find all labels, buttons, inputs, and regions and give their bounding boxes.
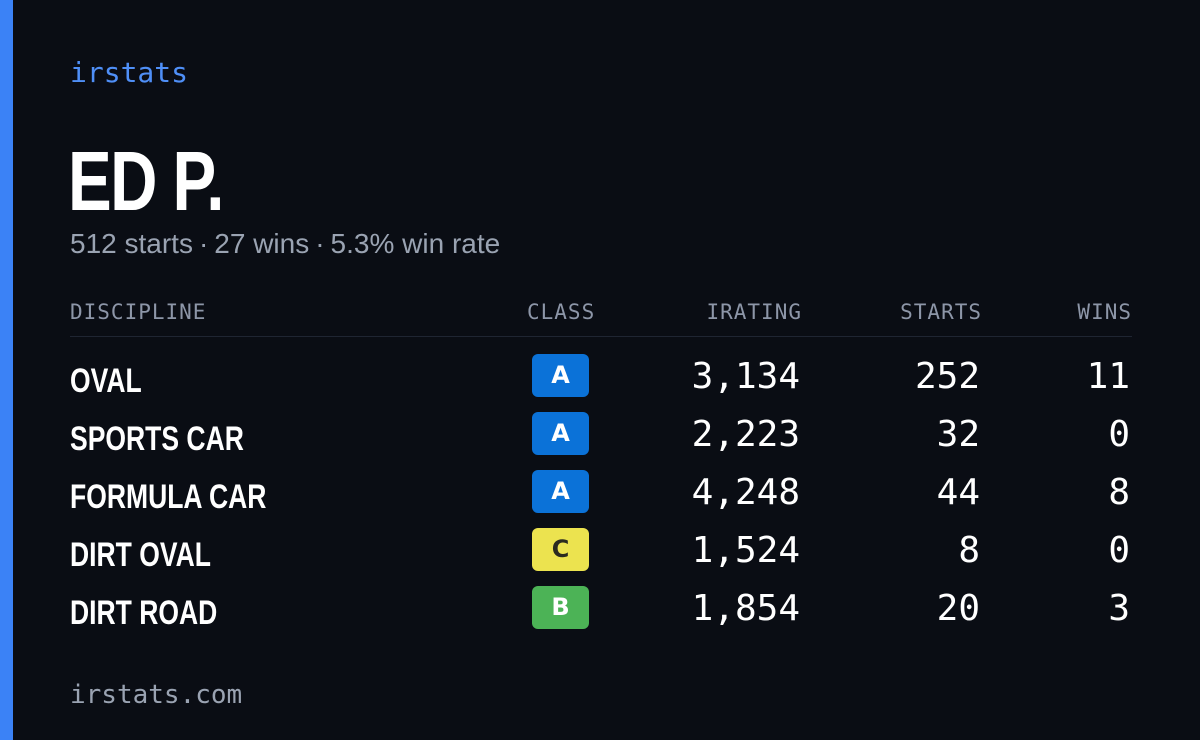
wins-value: 0 <box>1108 530 1130 571</box>
wins-value: 11 <box>1086 356 1130 397</box>
class-badge: A <box>532 470 589 513</box>
wins-value: 8 <box>1108 472 1130 513</box>
class-badge: C <box>532 528 589 571</box>
discipline-name: DIRT ROAD <box>70 594 218 632</box>
starts-value: 44 <box>936 472 980 513</box>
separator: · <box>315 228 325 259</box>
starts-value: 32 <box>936 414 980 455</box>
starts-value: 252 <box>914 356 980 397</box>
irating-value: 3,134 <box>691 356 800 397</box>
accent-bar <box>0 0 13 740</box>
wins-value: 0 <box>1108 414 1130 455</box>
class-badge: A <box>532 412 589 455</box>
starts-value: 8 <box>958 530 980 571</box>
wins-value: 3 <box>1108 588 1130 629</box>
brand-logo: irstats <box>70 56 189 89</box>
class-badge: A <box>532 354 589 397</box>
header-class: CLASS <box>527 300 596 324</box>
header-discipline: DISCIPLINE <box>70 300 207 324</box>
table-row: OVAL A 3,134 252 11 <box>70 352 1132 410</box>
site-url: irstats.com <box>70 680 243 710</box>
irating-value: 1,854 <box>691 588 800 629</box>
table-row: DIRT OVAL C 1,524 8 0 <box>70 526 1132 584</box>
winrate-summary: 5.3% win rate <box>330 228 501 259</box>
header-starts: STARTS <box>900 300 982 324</box>
driver-name: ED P. <box>68 134 224 228</box>
starts-value: 20 <box>936 588 980 629</box>
header-wins: WINS <box>1077 300 1132 324</box>
discipline-name: SPORTS CAR <box>70 420 244 458</box>
separator: · <box>198 228 209 259</box>
class-badge: B <box>532 586 589 629</box>
table-row: SPORTS CAR A 2,223 32 0 <box>70 410 1132 468</box>
table-row: FORMULA CAR A 4,248 44 8 <box>70 468 1132 526</box>
irating-value: 2,223 <box>691 414 800 455</box>
wins-summary: 27 wins <box>214 228 310 259</box>
discipline-name: FORMULA CAR <box>70 478 267 516</box>
discipline-name: DIRT OVAL <box>70 536 211 574</box>
irating-value: 4,248 <box>691 472 800 513</box>
driver-summary: 512 starts · 27 wins · 5.3% win rate <box>70 228 500 260</box>
table-header: DISCIPLINE CLASS IRATING STARTS WINS <box>70 300 1132 337</box>
irating-value: 1,524 <box>691 530 800 571</box>
starts-summary: 512 starts <box>70 228 193 259</box>
table-row: DIRT ROAD B 1,854 20 3 <box>70 584 1132 642</box>
header-irating: IRATING <box>706 300 802 324</box>
discipline-table: OVAL A 3,134 252 11 SPORTS CAR A 2,223 3… <box>70 352 1132 642</box>
discipline-name: OVAL <box>70 362 142 400</box>
